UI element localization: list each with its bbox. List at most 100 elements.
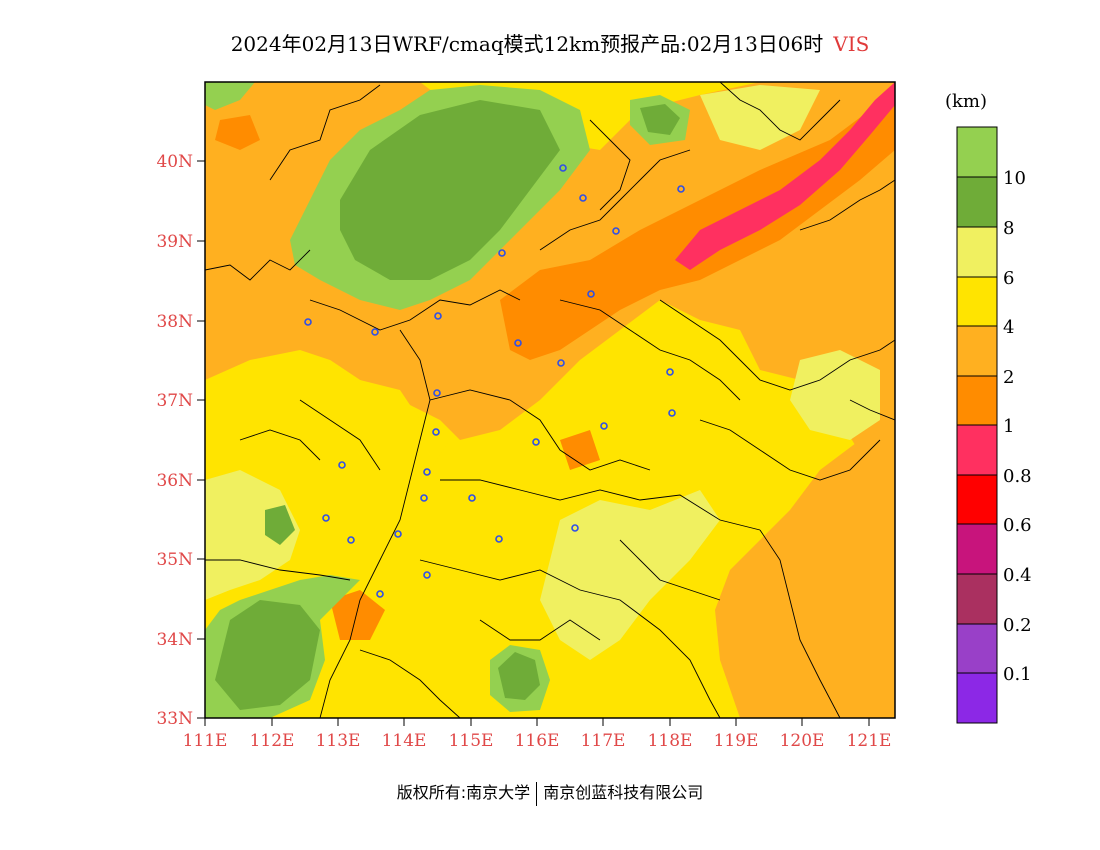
boundary-line — [589, 119, 631, 211]
lon-label: 111E — [183, 731, 228, 751]
footer-separator — [536, 781, 538, 806]
city-marker — [371, 328, 379, 336]
lat-ticks — [197, 160, 205, 719]
lon-label: 116E — [515, 731, 560, 751]
colorbar: (km) 10 8 6 4 2 1 — [945, 91, 1032, 724]
lon-label: 115E — [449, 731, 494, 751]
lat-label: 36N — [156, 471, 193, 491]
boundary-line — [269, 84, 381, 181]
boundary-line — [299, 399, 381, 471]
colorbar-unit: (km) — [945, 91, 987, 112]
boundary-line — [619, 539, 721, 601]
colorbar-label: 2 — [1003, 367, 1014, 388]
colorbar-label: 0.8 — [1003, 466, 1032, 487]
city-marker — [423, 468, 431, 476]
copyright-company: 南京创蓝科技有限公司 — [543, 783, 704, 802]
copyright-owner: 版权所有:南京大学 — [396, 783, 531, 802]
city-marker — [434, 312, 442, 320]
lon-label: 120E — [780, 731, 825, 751]
colorbar-swatch — [957, 227, 997, 277]
region-orange-patch-3 — [560, 430, 600, 470]
region-green-nw-corner — [205, 82, 255, 110]
lat-label: 38N — [156, 312, 193, 332]
region-light-orange-east — [715, 420, 895, 718]
city-marker — [304, 318, 312, 326]
variable-label: VIS — [833, 32, 870, 56]
colorbar-swatch — [957, 277, 997, 327]
region-light-yellow-ne — [700, 85, 820, 150]
colorbar-swatch — [957, 425, 997, 475]
region-darkgreen-sw — [215, 600, 320, 710]
lon-label: 113E — [316, 731, 361, 751]
boundary-line — [849, 399, 895, 421]
colorbar-label: 0.4 — [1003, 565, 1032, 586]
boundary-line — [239, 429, 321, 461]
region-orange-patch-2 — [330, 590, 385, 640]
title-text: 2024年02月13日WRF/cmaq模式12km预报产品:02月13日06时 — [230, 32, 824, 56]
city-marker — [376, 590, 384, 598]
colorbar-swatch — [957, 326, 997, 376]
city-marker — [423, 571, 431, 579]
region-darkgreen-south-central — [498, 652, 540, 700]
colorbar-label: 4 — [1003, 317, 1014, 338]
lon-label: 114E — [382, 731, 427, 751]
colorbar-label: 0.6 — [1003, 515, 1032, 536]
colorbar-label: 0.1 — [1003, 664, 1032, 685]
colorbar-swatch — [957, 574, 997, 624]
colorbar-swatch — [957, 524, 997, 574]
city-marker — [495, 535, 503, 543]
lon-label: 119E — [714, 731, 759, 751]
city-marker — [394, 530, 402, 538]
city-marker — [587, 290, 595, 298]
city-marker — [579, 194, 587, 202]
city-marker — [433, 389, 441, 397]
boundary-line — [719, 82, 841, 141]
colorbar-swatch — [957, 475, 997, 525]
lat-labels: 40N 39N 38N 37N 36N 35N 34N 33N — [156, 152, 193, 729]
region-darkgreen-ne-blob — [640, 104, 680, 135]
city-marker — [666, 368, 674, 376]
region-orange-patch-1 — [215, 115, 260, 150]
region-light-yellow-south — [205, 470, 300, 600]
boundary-line — [559, 299, 741, 401]
boundary-line — [205, 559, 351, 581]
city-marker — [338, 461, 346, 469]
city-marker — [420, 494, 428, 502]
lon-label: 117E — [581, 731, 626, 751]
region-light-yellow-coast — [790, 350, 880, 440]
city-marker — [559, 164, 567, 172]
region-light-yellow-central — [540, 490, 720, 660]
lon-labels: 111E 112E 113E 114E 115E 116E 117E 118E … — [183, 731, 892, 751]
boundary-line — [659, 299, 895, 391]
admin-boundaries — [205, 82, 895, 718]
city-marker — [677, 185, 685, 193]
boundary-line — [539, 149, 691, 251]
lat-label: 34N — [156, 630, 193, 650]
city-marker — [468, 494, 476, 502]
colorbar-label: 0.2 — [1003, 615, 1032, 636]
boundary-line — [359, 649, 461, 718]
lat-label: 40N — [156, 152, 193, 172]
region-light-orange-strip — [205, 95, 290, 380]
city-marker — [432, 428, 440, 436]
lon-label: 112E — [250, 731, 295, 751]
boundary-line — [419, 559, 721, 718]
boundary-line — [309, 289, 521, 331]
copyright-footer: 版权所有:南京大学 南京创蓝科技有限公司 — [0, 779, 1100, 806]
lon-label: 118E — [648, 731, 693, 751]
boundary-line — [319, 329, 431, 718]
city-marker — [668, 409, 676, 417]
map-title: 2024年02月13日WRF/cmaq模式12km预报产品:02月13日06时 V… — [0, 28, 1100, 57]
lat-label: 37N — [156, 391, 193, 411]
city-marker — [514, 339, 522, 347]
lat-label: 39N — [156, 232, 193, 252]
city-marker — [347, 536, 355, 544]
colorbar-swatch — [957, 376, 997, 426]
city-marker — [322, 514, 330, 522]
region-yellow-west — [205, 350, 450, 480]
colorbar-swatch — [957, 177, 997, 227]
colorbar-swatch — [957, 673, 997, 723]
lon-label: 121E — [847, 731, 892, 751]
boundary-line — [699, 419, 881, 481]
